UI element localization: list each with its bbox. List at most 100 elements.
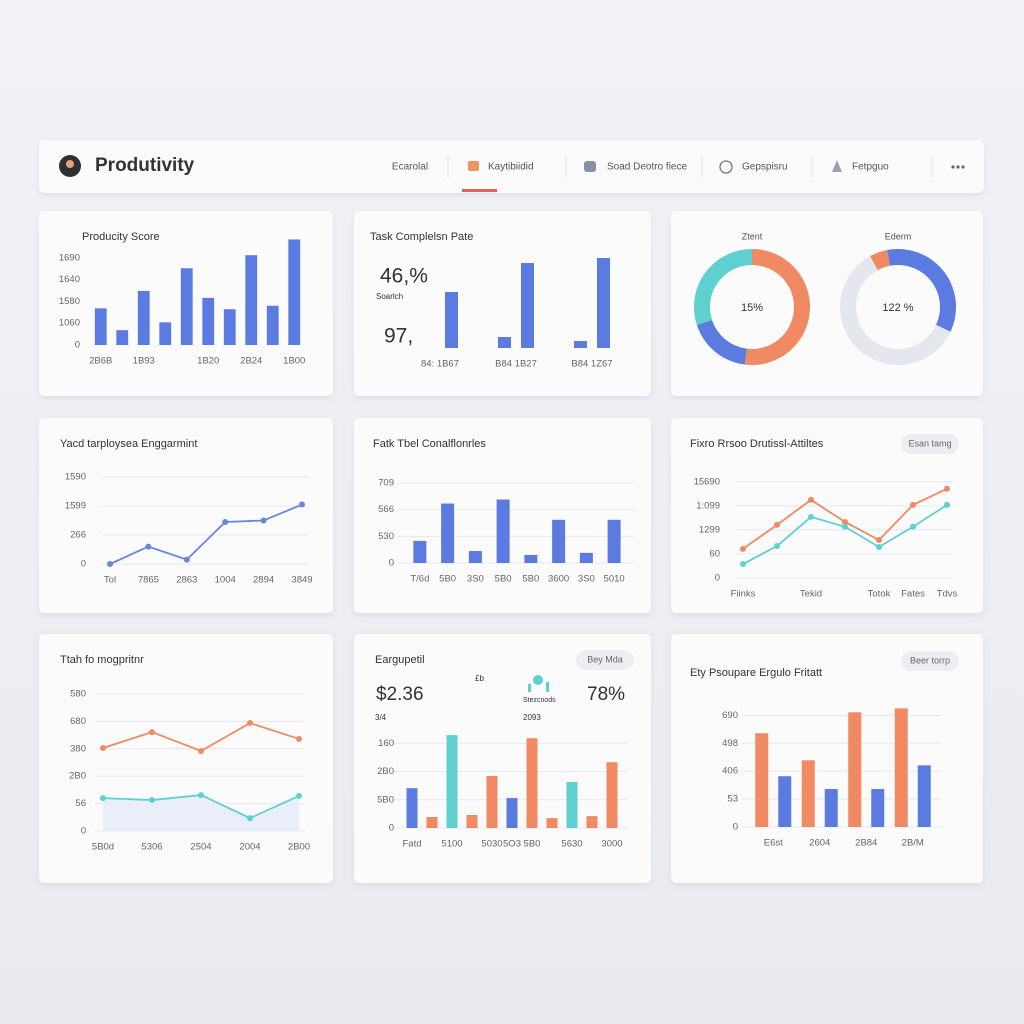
bar bbox=[202, 297, 215, 345]
donut-segment bbox=[694, 248, 752, 325]
y-tick-label: 680 bbox=[70, 716, 86, 727]
y-tick-label: 1580 bbox=[59, 296, 80, 307]
more-menu[interactable] bbox=[951, 165, 965, 169]
point bbox=[944, 501, 950, 508]
nav-item[interactable]: Fetpguo bbox=[852, 162, 889, 173]
chart-title: Fatk Tbel Conalflonrles bbox=[373, 438, 486, 450]
y-tick-label: 0 bbox=[715, 573, 720, 584]
point bbox=[247, 815, 253, 822]
x-tick-label: 7865 bbox=[138, 575, 159, 586]
chart-panel: Ttah fo mogpritnr 0 56 2B0 380 680 580 5B0d 5306… bbox=[39, 634, 333, 883]
point bbox=[299, 501, 305, 508]
icon bbox=[546, 682, 549, 692]
donut-segment bbox=[840, 256, 951, 365]
bar bbox=[426, 816, 438, 828]
x-tick-label: 2B84 bbox=[855, 838, 877, 849]
x-tick-label: 1B93 bbox=[133, 356, 155, 367]
bar bbox=[498, 337, 511, 348]
x-tick-label: 2B/M bbox=[902, 838, 924, 849]
x-tick-label: 3S0 bbox=[578, 574, 595, 585]
chart-title: Producity Score bbox=[82, 231, 160, 243]
x-tick-label: 5B0 bbox=[439, 574, 456, 585]
badge-label: Beer torrp bbox=[910, 655, 950, 665]
bar bbox=[486, 776, 498, 828]
point bbox=[247, 720, 253, 727]
x-tick-label: 3849 bbox=[291, 575, 312, 586]
chart-panel: Fixro Rrsoo Drutissl-Attiltes Esan tamg 0 6… bbox=[671, 418, 983, 613]
bar bbox=[180, 268, 193, 345]
point bbox=[740, 561, 746, 568]
point bbox=[198, 747, 204, 754]
bar bbox=[607, 519, 621, 563]
y-tick-label: 1599 bbox=[65, 501, 86, 512]
bar bbox=[116, 330, 129, 345]
nav-icon bbox=[719, 160, 733, 174]
bar bbox=[871, 789, 885, 827]
icon bbox=[533, 675, 543, 685]
y-tick-label: 1590 bbox=[65, 472, 86, 483]
bar bbox=[586, 816, 598, 828]
ring-label: Ztent bbox=[742, 231, 763, 241]
y-tick-label: 60 bbox=[709, 548, 720, 559]
bar bbox=[223, 309, 236, 345]
point bbox=[100, 744, 106, 751]
annotation: 97, bbox=[384, 325, 413, 348]
badge bbox=[901, 434, 959, 454]
point bbox=[808, 513, 814, 520]
bar bbox=[848, 712, 862, 827]
point bbox=[198, 792, 204, 799]
area bbox=[103, 795, 299, 831]
y-tick-label: 406 bbox=[722, 766, 738, 777]
bar bbox=[521, 263, 534, 348]
y-tick-label: 690 bbox=[722, 710, 738, 721]
point bbox=[100, 795, 106, 802]
chart-title: Fixro Rrsoo Drutissl-Attiltes bbox=[690, 438, 824, 450]
point bbox=[222, 518, 229, 525]
nav-item[interactable]: Gepspisru bbox=[742, 162, 788, 173]
logo-face bbox=[66, 160, 74, 168]
bar bbox=[441, 503, 455, 563]
x-tick-label: 2004 bbox=[239, 842, 260, 853]
chart-panel: Yacd tarploysea Enggarmint 0 266 1599 1590 To… bbox=[39, 418, 333, 613]
chart-panel: Ztent 15% Ederm 122 % bbox=[671, 211, 983, 396]
nav-item[interactable]: Ecarolal bbox=[392, 162, 428, 173]
donut-segment bbox=[696, 319, 747, 365]
point bbox=[183, 556, 190, 563]
y-tick-label: 0 bbox=[733, 822, 738, 833]
point bbox=[774, 521, 780, 528]
bar bbox=[894, 708, 908, 827]
point bbox=[296, 792, 302, 799]
nav-item[interactable]: Soad Deotro fiece bbox=[607, 162, 687, 173]
annotation: Soarlch bbox=[376, 292, 403, 301]
bar bbox=[524, 555, 538, 563]
annotation: 78% bbox=[587, 684, 625, 705]
y-tick-label: 0 bbox=[81, 826, 86, 837]
chart-panel: Ety Psoupare Ergulo Fritatt Beer torrp 0 53… bbox=[671, 634, 983, 883]
x-tick-label: B84 1B27 bbox=[495, 359, 537, 370]
bar bbox=[245, 255, 258, 345]
annotation: $2.36 bbox=[376, 684, 424, 705]
x-tick-label: 2B6B bbox=[89, 356, 112, 367]
bar bbox=[506, 798, 518, 828]
bar bbox=[566, 781, 578, 828]
donut-segment bbox=[898, 249, 957, 332]
annotation: 3/4 bbox=[375, 713, 387, 722]
annotation: 2093 bbox=[523, 713, 541, 722]
line bbox=[109, 503, 303, 565]
donut-center-label: 15% bbox=[741, 302, 763, 314]
y-tick-label: 5B0 bbox=[377, 794, 394, 805]
chart-title: Eargupetil bbox=[375, 654, 425, 666]
point bbox=[876, 537, 882, 544]
bar bbox=[606, 762, 618, 828]
ring-label: Ederm bbox=[885, 231, 912, 241]
x-tick-label: E6st bbox=[764, 838, 783, 849]
nav-item[interactable]: Kaytibiidid bbox=[488, 162, 534, 173]
y-tick-label: 160 bbox=[378, 738, 394, 749]
x-tick-label: Fiinks bbox=[731, 589, 756, 600]
y-tick-label: 0 bbox=[81, 559, 86, 570]
bar bbox=[288, 239, 301, 345]
top-bar-panel bbox=[39, 140, 984, 193]
point bbox=[260, 517, 267, 524]
nav-icon bbox=[832, 160, 842, 172]
bar bbox=[755, 733, 769, 827]
